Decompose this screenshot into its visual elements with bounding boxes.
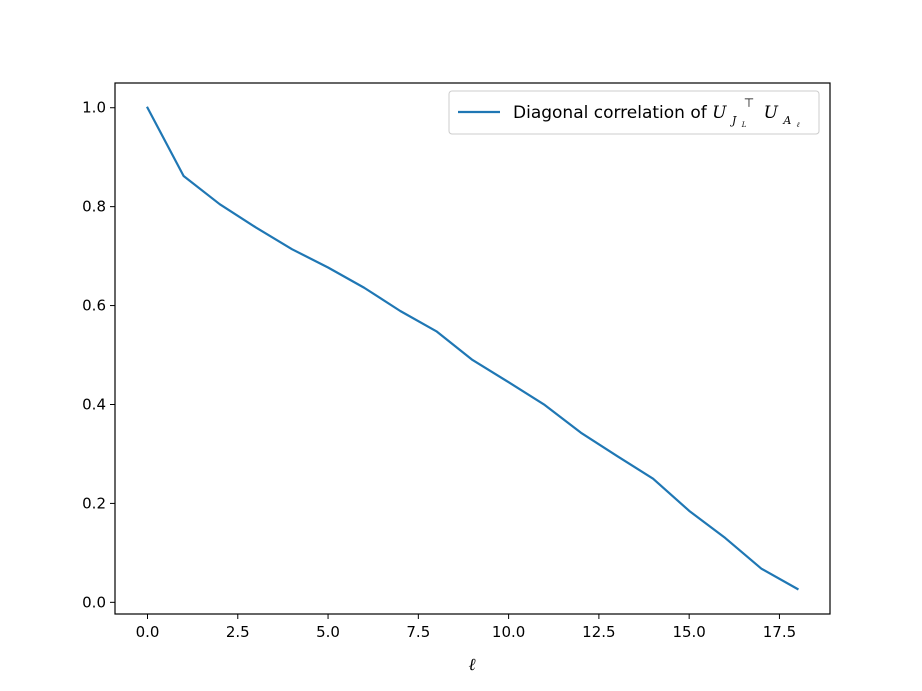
y-tick-label: 0.0 (82, 593, 106, 611)
legend-math-sub-a: A (782, 114, 791, 127)
x-tick-label: 15.0 (672, 623, 705, 641)
x-tick-label: 2.5 (226, 623, 250, 641)
y-tick-label: 1.0 (82, 99, 106, 117)
legend-math-transpose: ⊤ (744, 96, 754, 110)
series-line (146, 106, 799, 591)
y-axis: 0.0 0.2 0.4 0.6 0.8 1.0 (82, 99, 115, 611)
y-tick-label: 0.6 (82, 297, 106, 315)
legend-math-sub-j: J (730, 114, 737, 127)
x-tick-label: 10.0 (492, 623, 525, 641)
legend-label-prefix: Diagonal correlation of (513, 103, 712, 123)
series-layer (146, 106, 799, 591)
legend-math-subsub-l: L (741, 121, 747, 129)
legend-math-u1: U (712, 103, 727, 123)
plot-frame (114, 82, 831, 615)
plot-area (115, 83, 830, 614)
y-tick-label: 0.8 (82, 198, 106, 216)
legend-frame (448, 90, 820, 135)
legend-label: Diagonal correlation of U J L ⊤ U A ℓ (513, 92, 800, 132)
x-tick-label: 0.0 (136, 623, 160, 641)
x-tick-label: 12.5 (582, 623, 615, 641)
x-tick-label: 7.5 (406, 623, 430, 641)
x-axis: 0.0 2.5 5.0 7.5 10.0 12.5 15.0 17.5 (136, 614, 796, 641)
legend-math-u2: U (764, 103, 779, 123)
x-tick-label: 5.0 (316, 623, 340, 641)
x-tick-label: 17.5 (763, 623, 796, 641)
legend: Diagonal correlation of U J L ⊤ U A ℓ (448, 90, 820, 135)
y-tick-label: 0.4 (82, 395, 106, 413)
legend-math-subsub-ell: ℓ (796, 121, 800, 129)
x-axis-label: ℓ (468, 655, 475, 675)
y-tick-label: 0.2 (82, 494, 106, 512)
